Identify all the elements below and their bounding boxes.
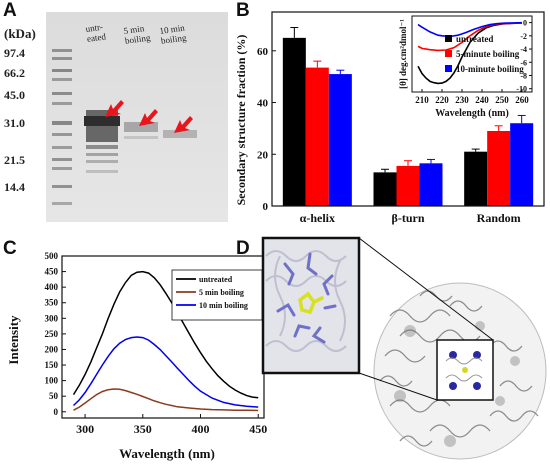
x-tick-label: 350 <box>134 422 152 436</box>
y-tick-label: 250 <box>45 329 59 339</box>
panel-d-letter: D <box>236 238 250 259</box>
marker-label: 21.5 <box>4 153 25 167</box>
inset-y-tick-label: -8 <box>520 71 527 80</box>
legend-entry: untreated <box>199 275 233 284</box>
zoom-connector-line <box>358 237 494 341</box>
lane-label: 10 min <box>159 22 186 35</box>
secondary-structure-bar-chart: Secondary structure fraction (%) α-helix… <box>234 11 545 225</box>
gel-background <box>46 12 228 222</box>
binding-site-small <box>445 351 483 390</box>
inset-x-axis-label: Wavelength (nm) <box>435 108 509 119</box>
marker-ladder <box>52 49 72 205</box>
legend-swatch <box>445 50 452 57</box>
y-tick-label: 50 <box>49 391 59 401</box>
chart-c-y-axis-label: Intensity <box>6 315 21 365</box>
legend-entry: 10 min boiling <box>199 301 248 310</box>
x-tick-label: 300 <box>76 422 94 436</box>
panel-c-letter: C <box>3 238 17 259</box>
y-tick-label: 400 <box>45 282 59 292</box>
x-tick-label: Random <box>477 211 521 225</box>
lane-label: 5 min <box>123 23 145 36</box>
y-tick-label: 20 <box>257 149 269 161</box>
inset-y-tick-label: -6 <box>520 58 527 67</box>
zoomed-binding-site <box>261 236 361 375</box>
y-tick-label: 450 <box>45 267 59 277</box>
panel-a-letter: A <box>3 0 17 21</box>
red-arrow-icon <box>105 100 193 133</box>
lane-label: boiling <box>124 32 151 46</box>
lane-label: untr- <box>85 22 104 34</box>
inset-y-tick-label: -10 <box>516 85 527 94</box>
y-tick-label: 0 <box>263 201 269 213</box>
zoom-connector-line <box>358 372 438 401</box>
marker-label: 45.0 <box>4 88 25 102</box>
bar <box>464 151 488 206</box>
highlight-box <box>436 339 494 401</box>
bar <box>373 172 397 206</box>
legend-entry: 10-minute boiling <box>456 64 524 74</box>
x-tick-label: 450 <box>249 422 267 436</box>
panel-b-letter: B <box>236 0 250 21</box>
chart-b-y-axis-label: Secondary structure fraction (%) <box>234 35 248 206</box>
bar <box>305 67 329 206</box>
legend-entry: 5 min boiling <box>199 288 244 297</box>
bar <box>510 123 534 206</box>
inset-x-tick-label: 260 <box>515 95 529 105</box>
y-tick-label: 0 <box>54 407 59 417</box>
bar <box>396 165 420 206</box>
lane-10min-bands <box>163 130 197 138</box>
fluorescence-line-chart: Intensity Wavelength (nm) 300 350 400 450 0 5… <box>6 251 267 461</box>
series-line <box>72 270 259 399</box>
y-tick-label: 40 <box>257 98 269 110</box>
inset-x-tick-label: 250 <box>495 95 509 105</box>
inset-y-axis-label: [θ] deg.cm²dmol⁻¹ <box>398 19 408 89</box>
y-tick-label: 100 <box>45 376 59 386</box>
bar <box>282 37 306 206</box>
y-tick-label: 150 <box>45 360 59 370</box>
bar <box>328 74 352 206</box>
x-tick-label: α-helix <box>300 211 335 225</box>
bar <box>487 130 511 206</box>
inset-y-tick-label: -2 <box>520 32 527 41</box>
legend-entry: 5-minute boiling <box>456 49 520 59</box>
x-tick-label: β-turn <box>392 211 425 225</box>
inset-x-tick-label: 230 <box>455 95 469 105</box>
legend-entry: untreated <box>456 34 493 44</box>
marker-label: 97.4 <box>4 46 25 60</box>
inset-y-tick-label: -4 <box>520 45 527 54</box>
legend-swatch <box>445 35 452 42</box>
lane-5min-bands <box>124 122 158 139</box>
x-tick-label: 400 <box>192 422 210 436</box>
y-tick-label: 200 <box>45 344 59 354</box>
inset-x-tick-label: 240 <box>475 95 489 105</box>
lane-label: boiling <box>160 32 187 46</box>
y-tick-label: 300 <box>45 313 59 323</box>
inset-x-tick-label: 210 <box>415 95 429 105</box>
inset-series-line <box>417 21 523 38</box>
legend-swatch <box>445 65 452 72</box>
marker-label: 66.2 <box>4 66 25 80</box>
y-tick-label: 60 <box>257 46 269 58</box>
gel-image-panel: (kDa) 97.4 66.2 45.0 31.0 21.5 14.4 untr… <box>4 12 228 222</box>
bar <box>419 163 443 206</box>
lane-label: eated <box>86 31 107 44</box>
inset-frame <box>411 15 533 93</box>
kda-unit-label: (kDa) <box>4 26 36 41</box>
marker-label: 31.0 <box>4 116 25 130</box>
y-tick-label: 350 <box>45 298 59 308</box>
protein-structure-image <box>261 236 547 460</box>
y-tick-label: 500 <box>45 251 59 261</box>
chart-c-x-axis-label: Wavelength (nm) <box>119 446 215 461</box>
inset-x-tick-label: 220 <box>435 95 449 105</box>
plot-frame <box>271 11 545 207</box>
marker-label: 14.4 <box>4 180 25 194</box>
series-line <box>73 388 259 412</box>
series-line <box>72 336 259 408</box>
inset-y-tick-label: 0 <box>523 19 527 28</box>
